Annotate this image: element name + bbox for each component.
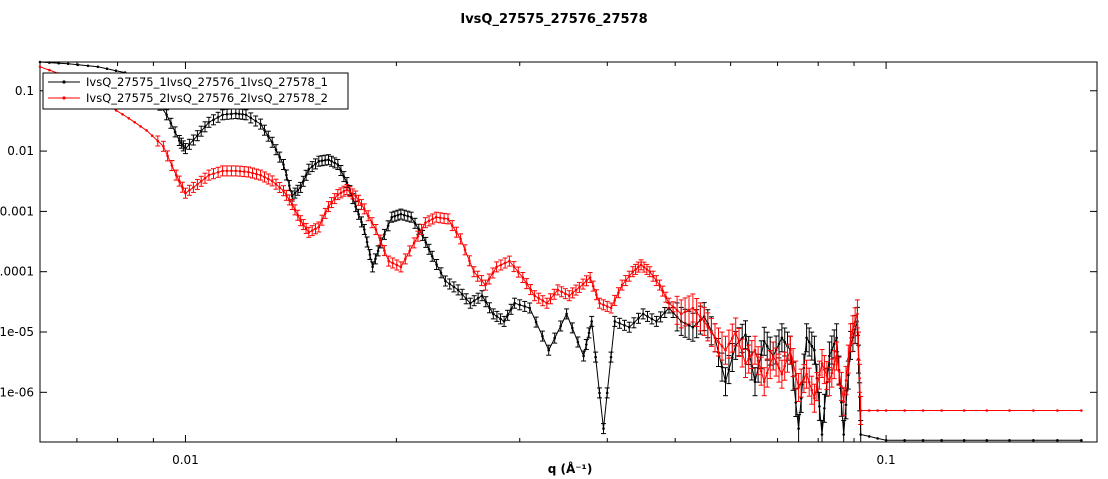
x-tick-label: 0.1 (877, 453, 896, 467)
data-point (133, 121, 136, 124)
data-point (962, 439, 966, 442)
data-point (76, 63, 80, 67)
data-point (48, 61, 51, 64)
data-point (1080, 439, 1083, 442)
y-tick-label: 0.01 (7, 144, 34, 158)
legend: IvsQ_27575_1IvsQ_27576_1IvsQ_27578_1 Ivs… (42, 72, 349, 110)
data-point (985, 439, 989, 442)
data-point (1032, 409, 1035, 412)
data-point (150, 134, 154, 137)
y-tick-label: 1e-05 (0, 325, 34, 339)
data-point (114, 109, 118, 112)
data-point (884, 439, 888, 442)
chart-title: IvsQ_27575_27576_27578 (460, 12, 648, 27)
legend-box (42, 72, 349, 110)
x-axis-label: q (Å⁻¹) (547, 462, 593, 476)
data-point (66, 62, 70, 66)
data-point (114, 69, 118, 72)
data-point (48, 68, 51, 72)
legend-label-series-2: IvsQ_27575_2IvsQ_27576_2IvsQ_27578_2 (86, 91, 328, 105)
data-point (921, 409, 925, 412)
y-tick-label: 0.0001 (0, 265, 34, 279)
data-point (1008, 409, 1011, 412)
legend-marker-red (62, 96, 66, 100)
axis-ticks: 0.01 0.1 0.1 0.01 0.001 0.0001 1e-05 1e-06 (0, 62, 1098, 467)
data-point (38, 65, 42, 69)
series-1 (38, 60, 1083, 443)
data-point (38, 60, 42, 64)
data-point (121, 113, 124, 116)
data-point (86, 64, 90, 68)
data-point (921, 439, 925, 442)
data-point (903, 409, 906, 412)
data-point (884, 409, 888, 412)
data-point (57, 61, 60, 65)
data-point (145, 129, 148, 132)
series-2 (38, 65, 1083, 425)
data-point (876, 437, 879, 440)
series-line (39, 61, 1082, 441)
y-tick-label: 0.1 (15, 84, 34, 98)
data-point (962, 409, 966, 412)
data-point (105, 67, 109, 70)
series-layer (38, 60, 1083, 443)
data-point (940, 439, 943, 442)
plot-frame (39, 61, 1098, 443)
data-point (1032, 439, 1035, 442)
data-point (96, 65, 100, 69)
y-tick-label: 0.001 (0, 204, 34, 218)
data-point (1008, 439, 1011, 442)
legend-marker-black (62, 80, 66, 84)
data-point (1056, 409, 1059, 412)
x-tick-label: 0.01 (172, 453, 199, 467)
y-tick-label: 1e-06 (0, 385, 34, 399)
data-point (876, 409, 879, 412)
data-point (1056, 439, 1059, 442)
data-point (127, 117, 131, 120)
data-point (903, 439, 906, 442)
data-point (1080, 409, 1083, 412)
data-point (985, 409, 989, 412)
legend-label-series-1: IvsQ_27575_1IvsQ_27576_1IvsQ_27578_1 (86, 75, 328, 89)
data-point (940, 409, 943, 412)
data-point (867, 435, 871, 438)
data-point (867, 409, 871, 412)
data-point (139, 125, 142, 128)
